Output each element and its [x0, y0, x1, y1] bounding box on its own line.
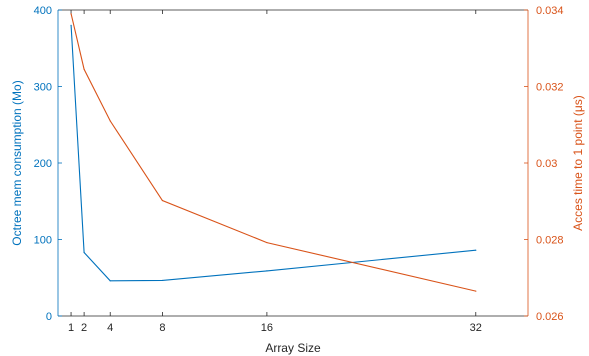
data-point-access-time — [83, 68, 85, 70]
y-left-tick-label: 100 — [34, 235, 52, 247]
data-point-memory — [475, 249, 477, 251]
plot-area: 1 2 4 8 16 32 0 100 200 300 400 0.026 0.028 0.03 0.032… — [34, 5, 564, 334]
y-right-tick-label: 0.032 — [536, 82, 564, 94]
data-point-access-time — [70, 13, 72, 15]
y-left-tick-label: 400 — [34, 5, 52, 17]
data-point-memory — [266, 270, 268, 272]
data-point-memory — [83, 251, 85, 254]
x-tick-label: 1 — [68, 322, 74, 334]
y-right-tick-label: 0.028 — [536, 235, 564, 247]
y-right-tick-label: 0.034 — [536, 5, 564, 17]
x-tick-label: 8 — [159, 322, 165, 334]
data-point-memory — [70, 24, 72, 26]
data-point-memory — [109, 280, 111, 282]
x-tick-label: 32 — [470, 322, 482, 334]
x-tick-label: 16 — [261, 322, 273, 334]
x-tick-label: 4 — [107, 322, 113, 334]
series-line-memory — [70, 25, 476, 282]
series-line-access-time — [70, 13, 476, 292]
y-axis-left-label: Octree mem consumption (Mo) — [10, 80, 24, 245]
data-point-access-time — [475, 290, 477, 292]
y-left-tick-label: 0 — [46, 311, 52, 323]
y-axis-right-label: Acces time to 1 point (μs) — [571, 95, 585, 231]
data-point-access-time — [161, 199, 164, 202]
y-left-tick-label: 200 — [34, 158, 52, 170]
data-point-access-time — [266, 241, 268, 244]
x-axis-label: Array Size — [265, 341, 321, 355]
y-right-tick-label: 0.026 — [536, 311, 564, 323]
data-point-memory — [161, 279, 164, 282]
data-point-access-time — [109, 120, 111, 122]
x-tick-label: 2 — [81, 322, 87, 334]
y-right-tick-label: 0.03 — [536, 158, 557, 170]
y-left-tick-label: 300 — [34, 82, 52, 94]
